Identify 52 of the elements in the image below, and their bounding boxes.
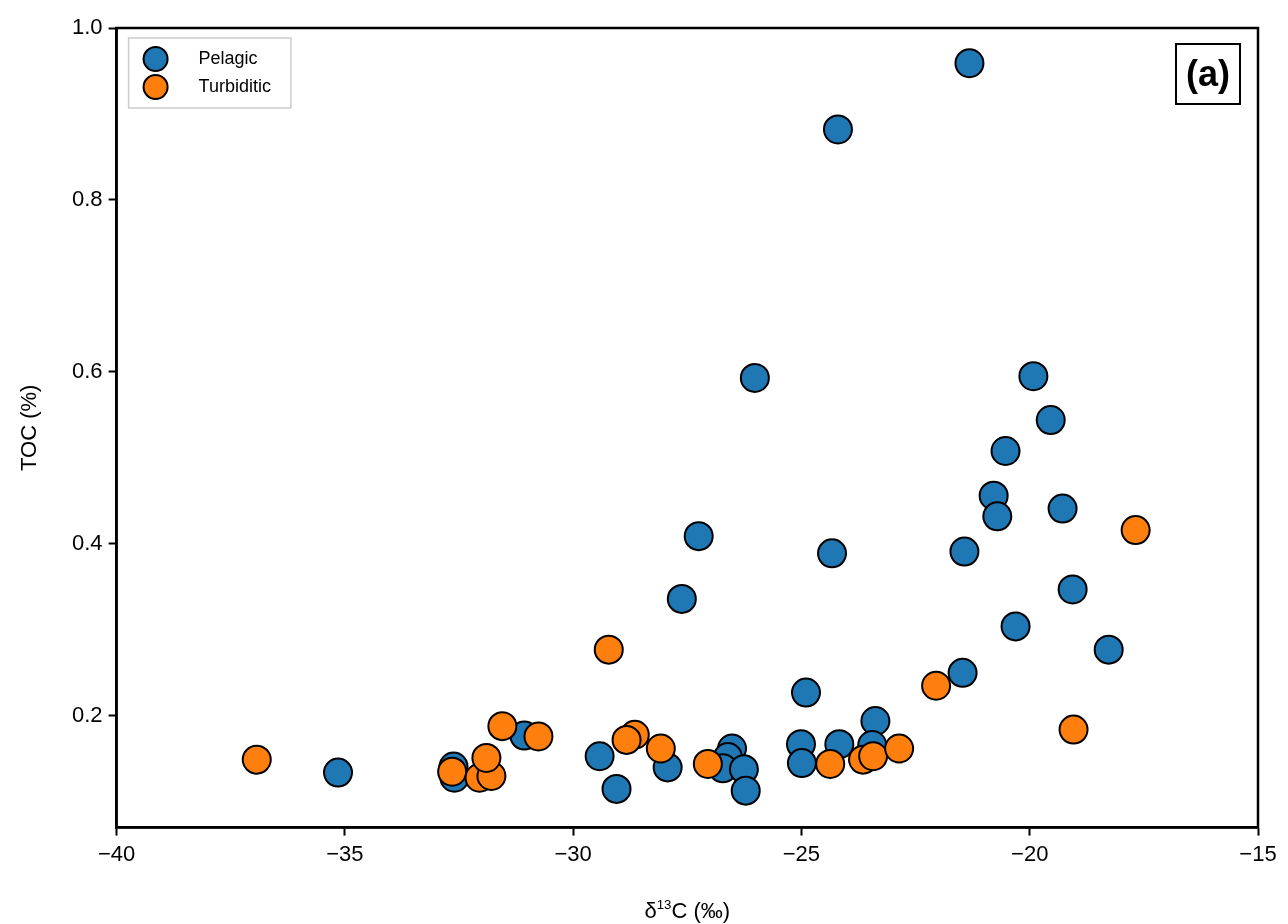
point <box>1047 493 1078 524</box>
point <box>884 733 915 764</box>
point <box>1035 405 1066 436</box>
point <box>241 744 272 775</box>
x-tick-label: −30 <box>554 840 592 866</box>
point <box>730 775 761 806</box>
point <box>683 521 714 552</box>
point <box>471 742 502 773</box>
x-tick-label: −35 <box>326 840 364 866</box>
x-tick-label: −20 <box>1011 840 1049 866</box>
point <box>523 721 554 752</box>
point <box>645 733 676 764</box>
point <box>1057 574 1088 605</box>
point <box>1018 361 1049 392</box>
point <box>487 711 518 742</box>
y-tick-label: 0.6 <box>71 357 103 383</box>
y-tick-label: 0.4 <box>71 529 103 555</box>
x-tick-label: −15 <box>1239 840 1277 866</box>
point <box>1093 634 1124 665</box>
y-tick-label: 0.2 <box>71 701 103 727</box>
point <box>990 436 1021 467</box>
y-tick-label: 1.0 <box>71 14 103 40</box>
y-tick-label: 0.8 <box>71 186 103 212</box>
point <box>815 748 846 779</box>
x-tick-label: −40 <box>97 840 136 866</box>
point <box>584 741 615 772</box>
point <box>666 583 697 614</box>
point <box>593 634 624 665</box>
point <box>1120 515 1151 546</box>
point <box>739 362 770 393</box>
point <box>1058 714 1089 745</box>
point <box>692 748 723 779</box>
point <box>791 677 821 708</box>
point <box>1000 611 1031 642</box>
point <box>858 741 889 772</box>
legend-label: Pelagic <box>198 47 258 68</box>
point <box>611 724 642 755</box>
point <box>860 705 891 736</box>
x-tick-label: −25 <box>782 840 821 866</box>
legend-label: Turbiditic <box>198 75 271 96</box>
point <box>323 757 354 788</box>
point <box>982 501 1013 532</box>
point <box>817 538 848 569</box>
point <box>947 657 978 688</box>
point <box>921 670 952 701</box>
annotation: (a) <box>1186 52 1230 94</box>
y-axis-title: TOC (%) <box>16 384 41 471</box>
point <box>601 773 632 804</box>
point <box>949 536 980 567</box>
point <box>822 114 853 145</box>
point <box>786 748 817 779</box>
point <box>954 48 985 79</box>
